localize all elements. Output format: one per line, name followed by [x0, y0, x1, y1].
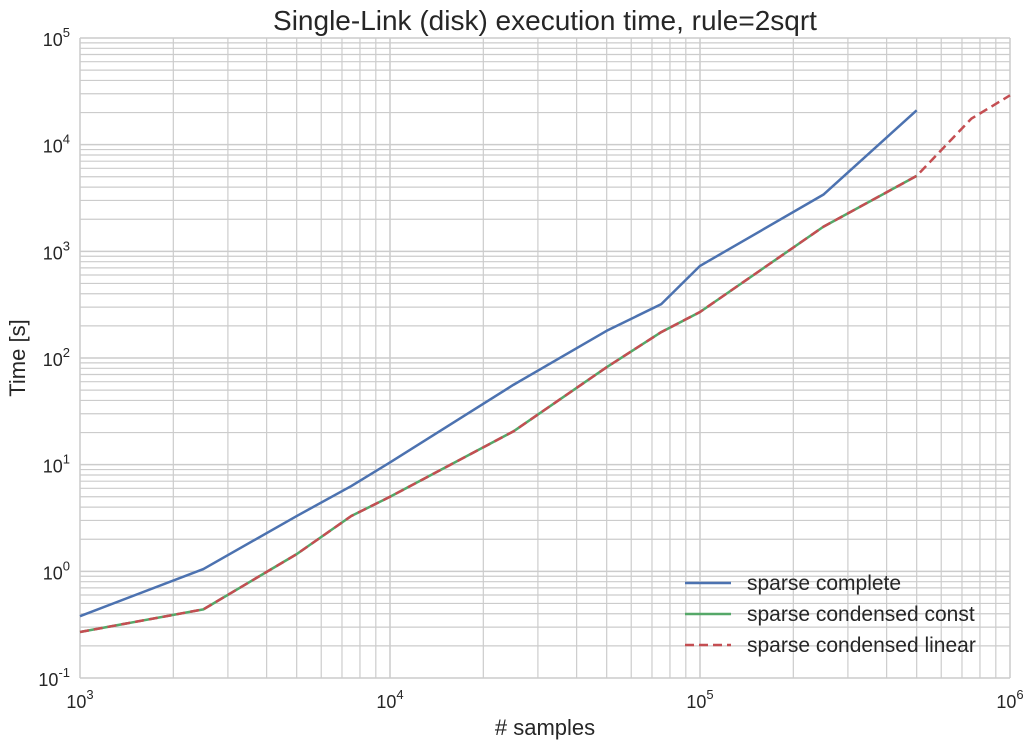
series-line-2 — [79, 174, 918, 634]
y-tick-label: 104 — [43, 132, 70, 157]
y-axis-ticks: 10-1 100 101 102 103 104 105 — [38, 25, 70, 690]
y-tick-label: 102 — [43, 345, 70, 370]
y-tick-label: 105 — [43, 25, 70, 50]
x-axis-ticks: 103 104 105 106 — [66, 687, 1023, 712]
legend-label-1: sparse complete — [747, 572, 901, 595]
y-tick-label: 103 — [43, 238, 70, 263]
x-tick-label: 103 — [66, 687, 93, 712]
legend: sparse complete sparse condensed const spa… — [685, 572, 976, 657]
chart-title: Single-Link (disk) execution time, rule=… — [273, 5, 817, 36]
y-tick-label: 101 — [43, 452, 70, 477]
series-layer — [79, 94, 1011, 634]
grid — [79, 37, 1011, 679]
x-tick-label: 105 — [686, 687, 713, 712]
y-tick-label: 100 — [43, 558, 70, 583]
y-axis-label: Time [s] — [5, 319, 30, 396]
series-line-3 — [79, 94, 1011, 634]
x-tick-label: 104 — [376, 687, 403, 712]
x-tick-label: 106 — [996, 687, 1023, 712]
legend-label-3: sparse condensed linear — [747, 634, 976, 657]
series-line-1 — [79, 109, 918, 618]
y-tick-label: 10-1 — [38, 665, 70, 690]
legend-label-2: sparse condensed const — [747, 603, 975, 626]
x-axis-label: # samples — [495, 715, 595, 740]
